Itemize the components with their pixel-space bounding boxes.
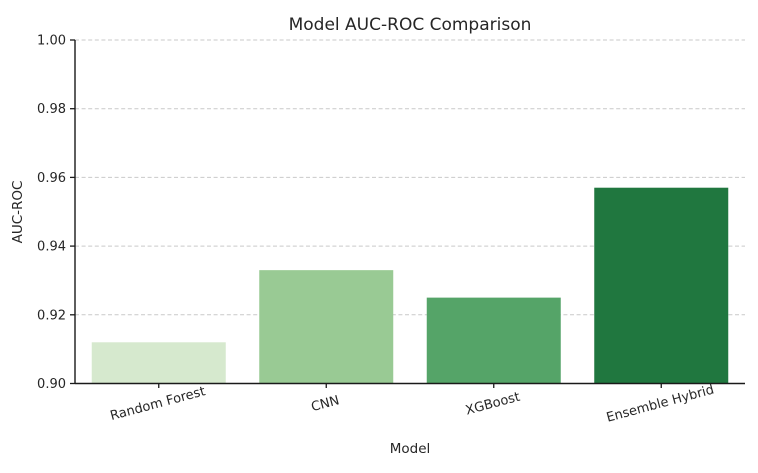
bar-xgboost [426, 297, 561, 384]
chart-title: Model AUC-ROC Comparison [289, 15, 532, 35]
y-tick-label: 0.94 [37, 240, 66, 255]
x-axis-title: Model [390, 441, 431, 457]
y-tick-label: 0.90 [37, 377, 66, 392]
x-tick-label: XGBoost [464, 390, 522, 419]
y-tick-label: 1.00 [37, 34, 66, 49]
bar-random-forest [91, 342, 226, 384]
x-tick-label: Random Forest [109, 384, 207, 424]
y-tick-label: 0.92 [37, 308, 66, 323]
bar-ensemble-hybrid [594, 187, 729, 384]
y-tick-label: 0.98 [37, 102, 66, 117]
y-tick-label: 0.96 [37, 171, 66, 186]
bar-cnn [259, 270, 394, 384]
y-axis-title: AUC-ROC [10, 181, 26, 244]
bars-layer [91, 187, 729, 384]
x-tick-label: CNN [310, 393, 341, 415]
x-tick-label: Ensemble Hybrid [605, 383, 716, 426]
tick-marks-layer [70, 39, 662, 388]
